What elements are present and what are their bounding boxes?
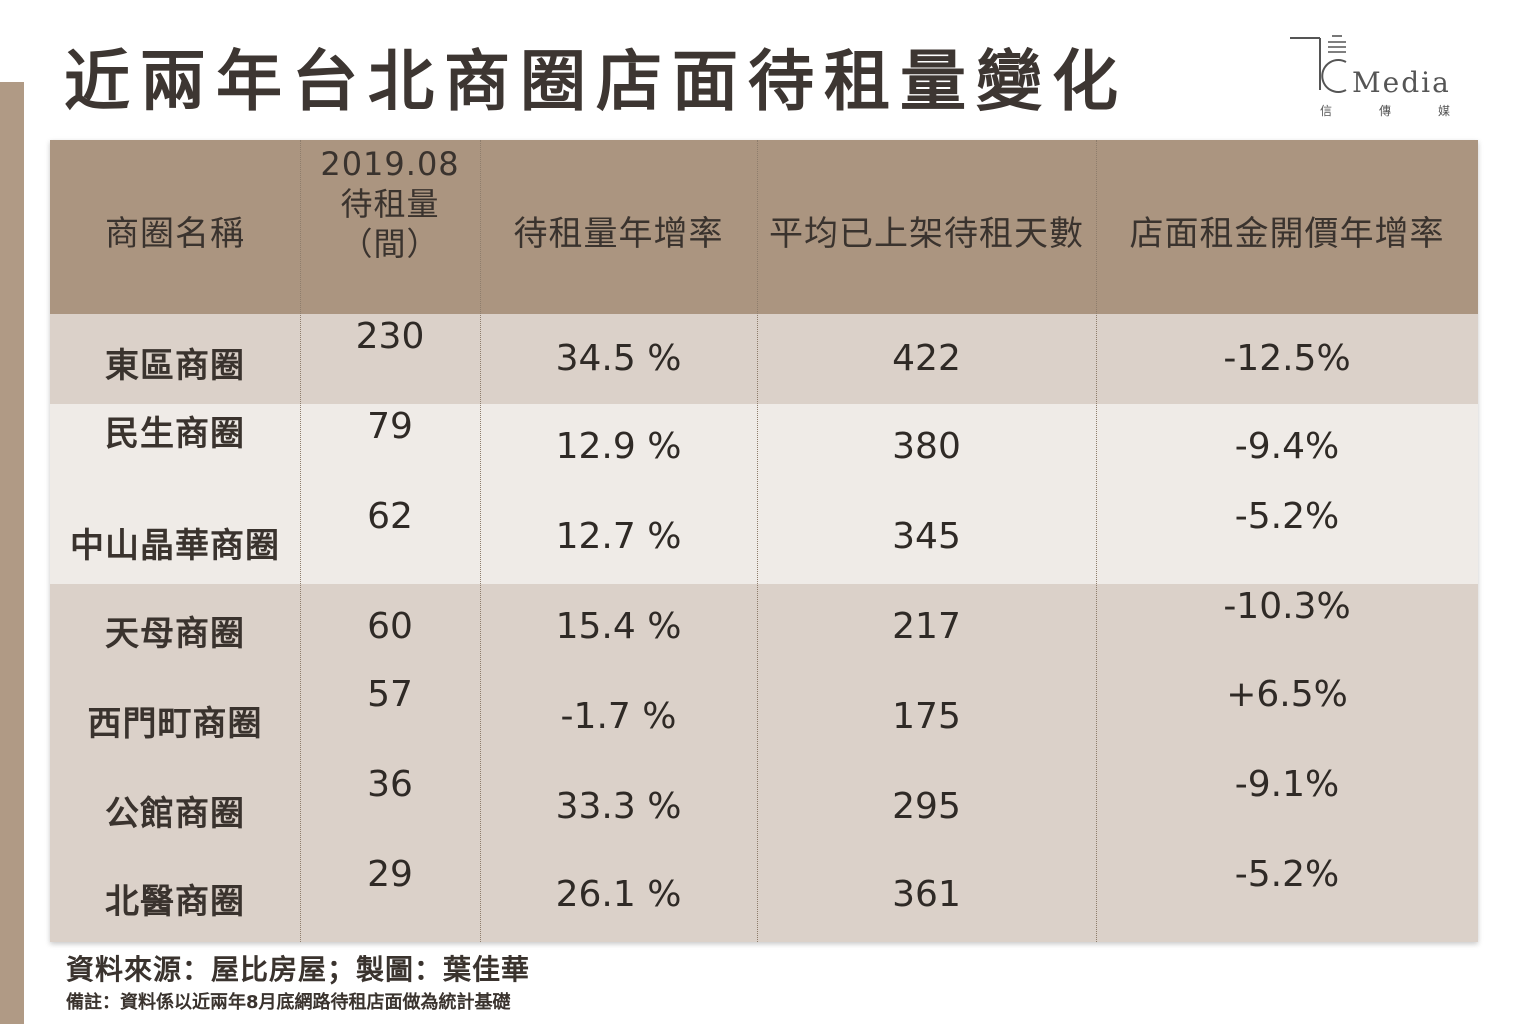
district-name: 公館商圈 xyxy=(105,794,245,834)
avg-listing-days: 361 xyxy=(892,874,961,915)
district-name: 民生商圈 xyxy=(105,414,245,454)
header-avg-listing-days: 平均已上架待租天數 xyxy=(769,214,1084,254)
header-rent-growth: 店面租金開價年增率 xyxy=(1129,214,1445,254)
avg-listing-days: 175 xyxy=(892,696,961,737)
table-header xyxy=(50,140,1478,314)
logo-chinese-chars: 信 傳 媒 xyxy=(1320,102,1450,119)
rent-growth: -10.3% xyxy=(1223,586,1351,627)
logo-char: 信 xyxy=(1320,104,1333,118)
avg-listing-days: 295 xyxy=(892,786,961,827)
vacancy-growth: 34.5 % xyxy=(555,338,682,379)
vacancy-count: 60 xyxy=(367,606,413,647)
column-divider xyxy=(1096,140,1097,942)
avg-listing-days: 345 xyxy=(892,516,961,557)
vacancy-count: 79 xyxy=(367,406,413,447)
page-title: 近兩年台北商圈店面待租量變化 xyxy=(64,43,1128,120)
row-band xyxy=(50,314,1478,404)
vacancy-growth: 12.9 % xyxy=(555,426,682,467)
column-divider xyxy=(480,140,481,942)
rent-growth: +6.5% xyxy=(1226,674,1348,715)
rent-growth: -9.4% xyxy=(1234,426,1340,467)
rent-growth: -12.5% xyxy=(1223,338,1351,379)
vacancy-count: 230 xyxy=(355,316,425,357)
row-band xyxy=(50,584,1478,942)
avg-listing-days: 422 xyxy=(892,338,961,379)
footnote: 備註：資料係以近兩年8月底網路待租店面做為統計基礎 xyxy=(66,992,511,1013)
district-name: 東區商圈 xyxy=(105,346,245,386)
data-source-credit: 資料來源：屋比房屋；製圖：葉佳華 xyxy=(66,953,531,986)
logo-char: 傳 xyxy=(1378,104,1391,118)
avg-listing-days: 217 xyxy=(892,606,961,647)
vacancy-growth: 26.1 % xyxy=(555,874,682,915)
header-vacancy-growth: 待租量年增率 xyxy=(513,214,724,254)
rent-growth: -5.2% xyxy=(1234,854,1340,895)
logo-mark-icon xyxy=(1290,35,1347,93)
avg-listing-days: 380 xyxy=(892,426,961,467)
header-vacancy-count: 2019.08 待租量 （間） xyxy=(320,145,460,263)
vacancy-count: 62 xyxy=(367,496,413,537)
left-accent-bar xyxy=(0,82,24,1024)
rent-growth: -9.1% xyxy=(1234,764,1340,805)
vacancy-count: 29 xyxy=(367,854,413,895)
logo-char: 媒 xyxy=(1437,104,1450,118)
district-name: 西門町商圈 xyxy=(87,704,263,744)
vacancy-growth: -1.7 % xyxy=(560,696,677,737)
media-logo: Media 信 傳 媒 xyxy=(1284,32,1456,128)
rent-growth: -5.2% xyxy=(1234,496,1340,537)
vacancy-count: 36 xyxy=(367,764,413,805)
column-divider xyxy=(757,140,758,942)
district-name: 天母商圈 xyxy=(105,614,245,654)
row-band xyxy=(50,404,1478,584)
vacancy-table: 商圈名稱 2019.08 待租量 （間） 待租量年增率 平均已上架待租天數 店面… xyxy=(50,140,1478,942)
logo-wordmark: Media xyxy=(1352,66,1451,99)
header-business-district: 商圈名稱 xyxy=(105,214,245,254)
vacancy-count: 57 xyxy=(367,674,413,715)
column-divider xyxy=(300,140,301,942)
vacancy-growth: 33.3 % xyxy=(555,786,682,827)
district-name: 中山晶華商圈 xyxy=(70,526,280,566)
district-name: 北醫商圈 xyxy=(105,882,245,922)
vacancy-growth: 15.4 % xyxy=(555,606,682,647)
vacancy-growth: 12.7 % xyxy=(555,516,682,557)
